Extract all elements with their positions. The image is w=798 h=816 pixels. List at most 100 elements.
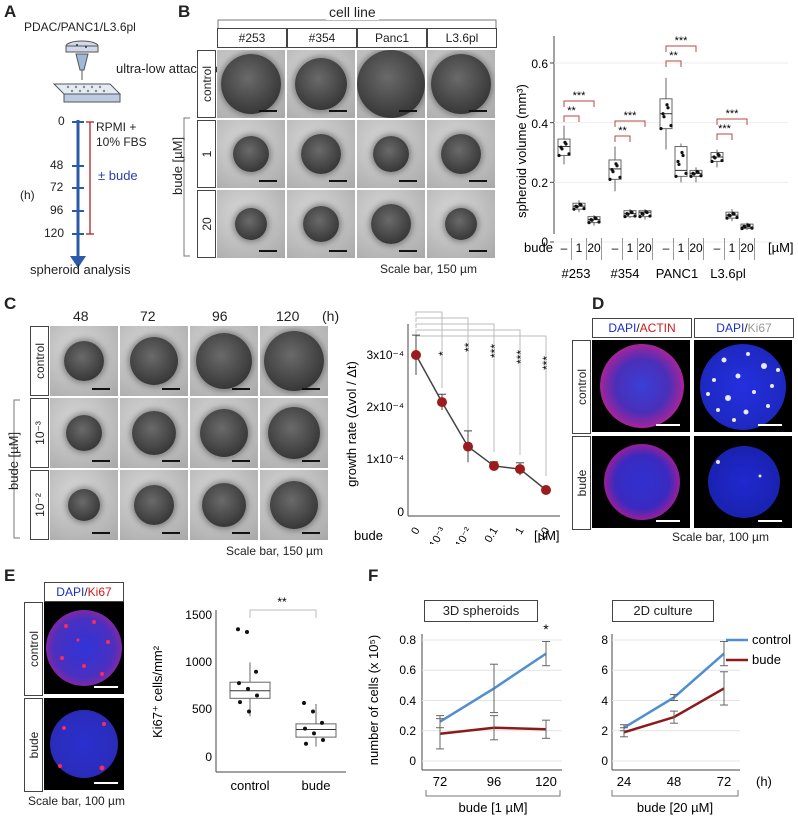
treatment-label: ± bude — [98, 168, 138, 183]
tick-fl-4: 0.8 — [399, 633, 416, 647]
micrograph-c-r1-c1 — [120, 398, 188, 468]
ylabel-f: number of cells (x 10⁵) — [368, 635, 381, 765]
point-e-0-0 — [236, 627, 240, 632]
panel-e-label: E — [4, 566, 16, 585]
point-b-1-3 — [582, 206, 586, 211]
sig-bracket-c-3 — [415, 323, 495, 452]
point-b-7-1 — [681, 153, 685, 158]
point-b-9-5 — [712, 155, 716, 159]
time-unit: (h) — [20, 188, 35, 202]
row-d-control: control — [572, 340, 591, 434]
point-e-1-4 — [312, 731, 316, 736]
bude-label-c: bude — [354, 528, 383, 543]
tick-b-0: 0 — [541, 235, 548, 249]
tick-e-3: 1500 — [185, 608, 212, 622]
micrograph-c-r1-c0 — [50, 398, 118, 468]
tick-fr-2: 4 — [601, 694, 608, 708]
cell-line-header: cell line — [326, 4, 379, 20]
spheroid-volume-chart: –1 20–1 20–1 20–1 20********************* sp… — [514, 35, 794, 281]
point-b-11-5 — [742, 224, 746, 228]
dose-b-6: – — [663, 241, 670, 255]
sig-bracket-b-2 — [614, 135, 631, 142]
group-253: #253 — [562, 266, 591, 281]
point-b-7-3 — [684, 171, 688, 175]
micrograph-b-r0-c0 — [217, 50, 285, 118]
panel-f-label: F — [368, 566, 379, 585]
fluo-d-control-ki67 — [694, 340, 792, 432]
tick-b-2: 0.4 — [531, 117, 548, 131]
sig-c-1: * — [436, 351, 450, 356]
row-control: control — [197, 50, 216, 118]
growth-line — [415, 354, 547, 491]
tick-fl-3: 0.6 — [399, 663, 416, 677]
point-b-6-5 — [661, 112, 665, 116]
point-b-0-4 — [563, 140, 567, 144]
time-96: 96 — [212, 308, 228, 324]
row-e-control: control — [24, 602, 43, 696]
point-b-9-3 — [720, 158, 724, 163]
point-b-6-0 — [659, 127, 663, 131]
tick-fr-0: 0 — [601, 754, 608, 768]
point-b-10-5 — [727, 213, 731, 217]
point-b-11-0 — [740, 226, 744, 231]
cell-lines-label: PDAC/PANC1/L3.6pl — [24, 20, 136, 34]
tick-b-1: 0.2 — [531, 176, 548, 190]
point-b-3-0 — [608, 177, 612, 181]
scale-label-e: Scale bar, 100 µm — [28, 794, 125, 808]
point-b-7-2 — [677, 162, 681, 167]
timepoint-96: 96 — [50, 203, 64, 217]
workflow-diagram — [52, 40, 122, 268]
end-label: spheroid analysis — [30, 262, 131, 277]
point-e-0-7 — [247, 709, 251, 714]
point-b-10-4 — [731, 211, 735, 215]
col-354: #354 — [287, 28, 357, 48]
group-354: #354 — [611, 266, 640, 281]
dose-b-10: 1 — [729, 241, 736, 255]
sig-c-3: *** — [488, 344, 502, 358]
growth-rate-chart: *** *** *** ***0 10⁻³ 10⁻² 0.1 1 10 growth rate … — [346, 311, 560, 544]
point-b-5-5 — [640, 212, 644, 216]
point-c-5 — [541, 485, 551, 496]
xtick-fr-2: 72 — [717, 774, 731, 789]
point-b-0-0 — [557, 153, 561, 158]
point-e-0-5 — [255, 693, 259, 698]
xtick-fl-1: 96 — [487, 774, 501, 789]
xtick-fr-1: 48 — [667, 774, 681, 789]
point-b-8-5 — [691, 171, 695, 175]
timepoint-48: 48 — [50, 158, 64, 172]
tick-fl-0: 0 — [409, 754, 416, 768]
point-c-2 — [463, 441, 473, 452]
sig-e: ** — [277, 596, 287, 609]
time-120: 120 — [276, 308, 300, 324]
xtick-fl-2: 120 — [535, 774, 557, 789]
panel-a-label: A — [4, 2, 17, 21]
sig-b-3: *** — [624, 110, 638, 122]
micrograph-c-r0-c2 — [190, 326, 258, 396]
dose-b-11: 20 — [740, 241, 754, 255]
point-b-3-4 — [614, 162, 618, 166]
point-c-0 — [411, 350, 421, 360]
dose-b-3: – — [612, 241, 619, 255]
sig-bracket-b-5 — [665, 45, 697, 52]
point-b-3-3 — [618, 175, 622, 180]
point-b-2-5 — [589, 218, 593, 222]
point-b-7-5 — [676, 159, 680, 164]
xtick-c-1: 10⁻³ — [427, 525, 448, 544]
row-1: 1 — [197, 120, 216, 188]
tick-fl-2: 0.4 — [399, 694, 416, 708]
micrograph-c-r2-c1 — [120, 470, 188, 540]
row-20: 20 — [197, 190, 216, 258]
point-e-1-3 — [303, 726, 307, 731]
micrograph-c-r0-c3 — [260, 326, 328, 396]
micrograph-b-r1-c1 — [287, 120, 355, 188]
ylabel-b: spheroid volume (mm³) — [514, 84, 529, 218]
tick-b-3: 0.6 — [531, 57, 548, 71]
tick-e-2: 1000 — [185, 655, 212, 669]
timepoint-72: 72 — [50, 180, 64, 194]
sig-c-5: *** — [540, 356, 554, 370]
row-c-control: control — [30, 326, 49, 396]
tick-c-1: 1x10⁻⁴ — [366, 452, 404, 466]
tick-c-3: 3x10⁻⁴ — [366, 348, 404, 362]
tick-fl-1: 0.2 — [399, 724, 416, 738]
point-b-9-0 — [710, 159, 714, 164]
